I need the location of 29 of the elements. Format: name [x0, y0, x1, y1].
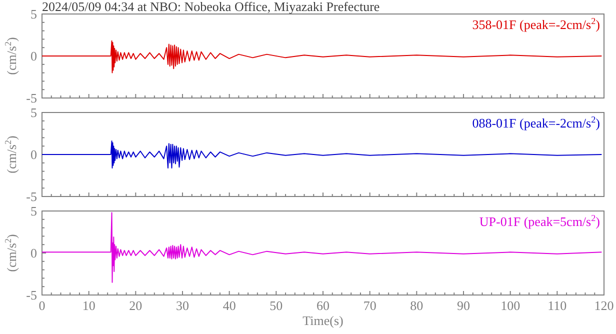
x-tick-label: 70: [363, 298, 376, 313]
y-tick-label: 5: [30, 105, 37, 120]
x-tick-label: 110: [548, 298, 567, 313]
x-tick-label: 80: [410, 298, 424, 313]
x-tick-label: 50: [270, 298, 283, 313]
x-tick-label: 100: [500, 298, 520, 313]
y-tick-label: 0: [30, 48, 37, 64]
y-tick-label: 5: [30, 204, 37, 218]
x-tick-label: 40: [222, 298, 236, 313]
line-series: [42, 140, 602, 168]
series-label: UP-01F (peak=5cm/s$^{2}$): [479, 213, 600, 229]
x-tick-label: 120: [594, 298, 614, 313]
y-tick-label: -5: [26, 90, 37, 106]
y-tick-label: 5: [30, 6, 37, 22]
line-series: [42, 212, 602, 283]
x-tick-label: 20: [129, 298, 142, 313]
y-tick-label: -5: [26, 288, 37, 302]
y-tick-label: 0: [30, 147, 37, 162]
line-series: [42, 40, 602, 74]
y-tick-label: 0: [30, 246, 37, 260]
series-label: 088-01F (peak=-2cm/s$^{2}$): [472, 114, 600, 130]
x-axis-title: Time(s): [302, 313, 344, 328]
x-tick-label: 90: [457, 298, 470, 313]
x-tick-label: 30: [176, 298, 189, 313]
chart-title: 2024/05/09 04:34 at NBO: Nobeoka Office, Miyazaki Prefecture: [42, 0, 380, 14]
x-tick-label: 10: [82, 298, 96, 313]
x-tick-label: 60: [316, 298, 330, 313]
y-tick-label: -5: [26, 189, 37, 204]
series-label: 358-01F (peak=-2cm/s$^{2}$): [472, 16, 600, 32]
